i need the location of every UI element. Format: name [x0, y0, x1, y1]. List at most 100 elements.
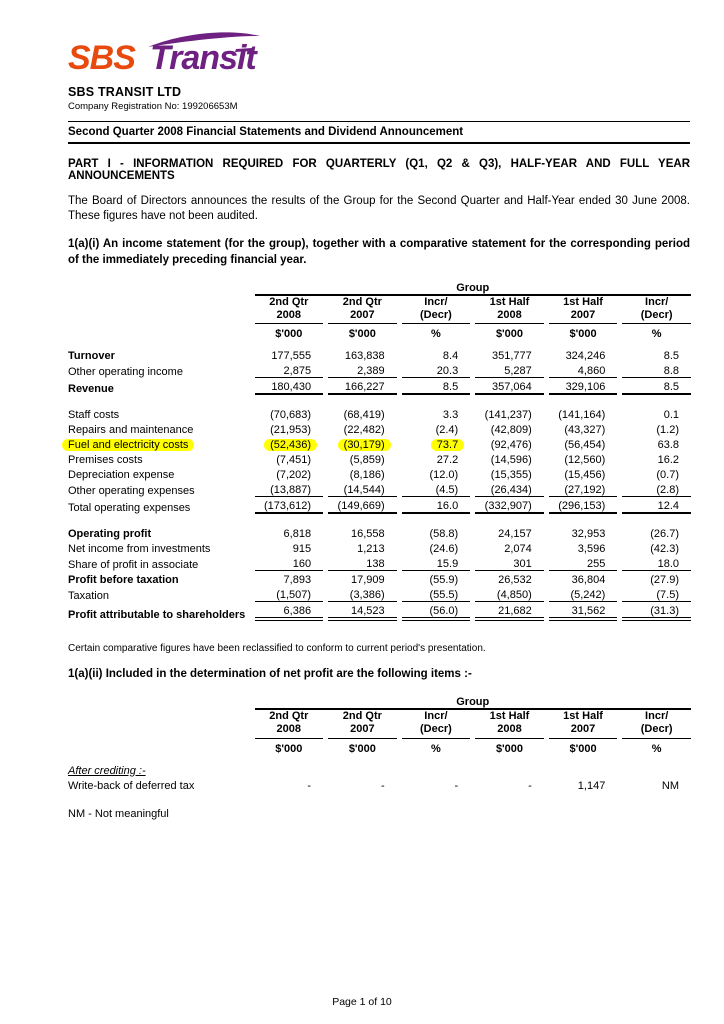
value-cell: 27.2 [436, 454, 459, 467]
value-cell: (55.9) [429, 574, 459, 587]
table-row: Depreciation expense (7,202) (8,186) (12.0)… [68, 466, 691, 481]
value-cell: 160 [254, 555, 324, 572]
row-label: Operating profit [68, 528, 152, 541]
unit-header: % [431, 742, 441, 755]
unit-header: $'000 [348, 328, 376, 341]
income-statement-table: Group 2nd Qtr 2008 2nd Qtr 2007 Incr/(Decr) 1s… [62, 280, 696, 622]
value-cell: 31,562 [548, 602, 618, 622]
table-row: Operating profit 6,818 16,558 (58.8) 24,157 3… [68, 525, 691, 540]
value-cell: (55.5) [401, 586, 471, 603]
table-row: Repairs and maintenance (21,953) (22,482) (… [68, 421, 691, 436]
value-cell: (1,507) [254, 586, 324, 603]
value-cell: 166,227 [328, 378, 397, 396]
value-cell: (56,454) [564, 439, 606, 452]
reclassification-note: Certain comparative figures have been re… [68, 643, 486, 655]
row-label: Revenue [68, 383, 114, 396]
value-cell: 4,860 [548, 362, 618, 379]
table-row: Profit before taxation 7,893 17,909 (55.9) 2… [68, 571, 691, 586]
value-cell: 2,074 [504, 543, 532, 556]
value-cell: (13,887) [254, 481, 324, 498]
table-row: Turnover 177,555 163,838 8.4 351,777 324,246 8… [68, 347, 691, 362]
column-header: 1st Half 2008 [475, 710, 544, 739]
value-cell: 17,909 [350, 574, 385, 587]
value-cell: 0.1 [663, 409, 679, 422]
value-cell: 301 [475, 555, 544, 572]
row-label: Other operating income [68, 366, 183, 379]
unit-header: % [431, 328, 441, 341]
value-cell: 16,558 [350, 528, 385, 541]
value-cell: (26.7) [650, 528, 679, 541]
value-cell: 8.5 [663, 350, 679, 363]
value-cell: - [528, 779, 532, 792]
row-label: Profit attributable to shareholders [68, 609, 246, 622]
group-header: Group [254, 694, 691, 711]
value-cell: (14,544) [328, 481, 397, 498]
value-cell: (68,419) [343, 409, 385, 422]
value-cell: 180,430 [254, 378, 324, 396]
unit-header: $'000 [569, 328, 597, 341]
value-cell: (26,434) [475, 481, 544, 498]
unit-header: $'000 [569, 742, 597, 755]
value-cell: (0.7) [656, 469, 679, 482]
value-cell: (7.5) [622, 586, 691, 603]
unit-header: $'000 [275, 328, 303, 341]
value-cell: (12.0) [429, 469, 459, 482]
value-cell: 18.0 [622, 555, 691, 572]
row-label: Total operating expenses [68, 502, 191, 515]
value-cell: 73.7 [402, 436, 471, 452]
value-cell: (12,560) [564, 454, 606, 467]
column-header: 2nd Qtr 2007 [328, 710, 397, 739]
row-label: Premises costs [68, 454, 143, 467]
value-cell: 14,523 [328, 602, 397, 622]
column-header: 2nd Qtr 2008 [254, 296, 324, 325]
table-row: Revenue 180,430 166,227 8.5 357,064 329,106 8.… [68, 378, 691, 396]
value-cell [549, 762, 618, 777]
net-profit-items-table: Group 2nd Qtr 2008 2nd Qtr 2007 Incr/(Decr) 1s… [63, 694, 696, 792]
company-name: SBS TRANSIT LTD [68, 85, 182, 99]
table-row: After crediting :- [68, 762, 691, 777]
value-cell: (5,242) [548, 586, 618, 603]
column-header: Incr/(Decr) [401, 710, 471, 739]
row-label: Fuel and electricity costs [62, 436, 250, 452]
value-cell: 21,682 [475, 602, 544, 622]
value-cell: 16.2 [657, 454, 679, 467]
value-cell: (27.9) [650, 574, 679, 587]
value-cell: (332,907) [475, 497, 544, 515]
unit-header: $'000 [495, 742, 524, 755]
value-cell: (2.8) [622, 481, 691, 498]
value-cell [328, 762, 397, 777]
table-row: Staff costs (70,683) (68,419) 3.3 (141,237) (… [68, 406, 691, 421]
table-row: Total operating expenses (173,612) (149,66… [68, 497, 691, 515]
value-cell: NM [661, 779, 679, 792]
table-row: Fuel and electricity costs (52,436) (30,17… [62, 436, 691, 452]
table-row: Other operating expenses (13,887) (14,544)… [68, 481, 691, 498]
table-row: Other operating income 2,875 2,389 20.3 5,28… [68, 362, 691, 379]
column-header: 2nd Qtr 2008 [254, 710, 324, 739]
value-cell: 138 [328, 555, 397, 572]
part1-heading: PART I - INFORMATION REQUIRED FOR QUARTE… [68, 158, 690, 182]
value-cell: (4.5) [401, 481, 471, 498]
value-cell: 15.9 [401, 555, 471, 572]
value-cell: (22,482) [343, 424, 385, 437]
value-cell: 26,532 [498, 574, 532, 587]
value-cell: (52,436) [255, 436, 324, 452]
logo-swoosh [148, 32, 260, 47]
column-header: Incr/(Decr) [401, 296, 471, 325]
row-label: Taxation [68, 590, 109, 603]
value-cell: - [380, 779, 385, 792]
value-cell: 163,838 [344, 350, 385, 363]
value-cell [475, 762, 544, 777]
row-label: Staff costs [68, 409, 120, 422]
value-cell: 255 [548, 555, 618, 572]
column-header: Incr/(Decr) [622, 296, 691, 325]
highlight-mark: (52,436) [264, 439, 318, 452]
value-cell: (30,179) [328, 436, 397, 452]
value-cell: - [454, 779, 459, 792]
value-cell: (173,612) [254, 497, 324, 515]
row-label: Profit before taxation [68, 574, 179, 587]
value-cell: 6,386 [254, 602, 324, 622]
section-1aii-heading: 1(a)(ii) Included in the determination o… [68, 668, 472, 681]
logo-text-transit: Transit [150, 39, 258, 76]
company-registration: Company Registration No: 199206653M [68, 101, 238, 112]
value-cell [622, 762, 691, 777]
